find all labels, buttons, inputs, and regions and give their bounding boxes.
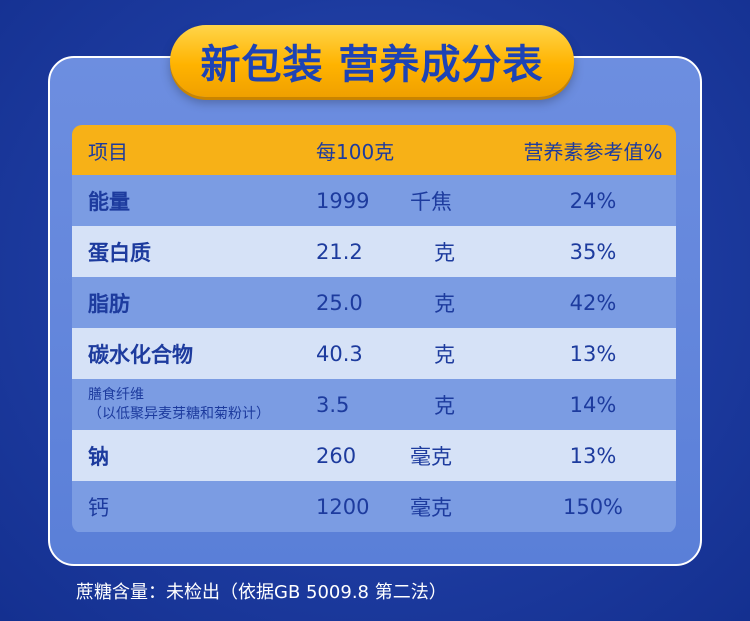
nutrient-value: 1999 <box>316 188 370 213</box>
table-row: 钙 1200 毫克 150% <box>72 481 676 532</box>
nutrient-name: 钠 <box>88 444 109 469</box>
page-title: 新包装 营养成分表 <box>200 42 544 88</box>
nutrient-unit: 克 <box>434 291 455 316</box>
nutrient-nrv: 13% <box>569 341 617 366</box>
nutrient-name: 碳水化合物 <box>88 342 193 367</box>
nutrient-value: 21.2 <box>316 239 363 264</box>
nutrient-nrv: 24% <box>569 188 617 213</box>
nutrient-unit: 克 <box>434 342 455 367</box>
table-header: 项目 每100克 营养素参考值% <box>72 125 676 175</box>
nutrient-value: 1200 <box>316 494 370 519</box>
table-row: 碳水化合物 40.3 克 13% <box>72 328 676 379</box>
nutrient-unit: 克 <box>434 393 455 418</box>
nutrient-name: 脂肪 <box>88 291 130 316</box>
header-item: 项目 <box>88 139 128 164</box>
nutrient-unit: 克 <box>434 240 455 265</box>
nutrient-nrv: 14% <box>569 392 617 417</box>
table-row: 钠 260 毫克 13% <box>72 430 676 481</box>
nutrient-nrv: 35% <box>569 239 617 264</box>
nutrient-value: 25.0 <box>316 290 363 315</box>
nutrition-table: 项目 每100克 营养素参考值% 能量 1999 千焦 24% 蛋白质 21.2… <box>72 125 676 533</box>
table-row: 膳食纤维 （以低聚异麦芽糖和菊粉计） 3.5 克 14% <box>72 379 676 430</box>
nutrient-name-group: 膳食纤维 （以低聚异麦芽糖和菊粉计） <box>72 386 316 424</box>
nutrient-nrv: 150% <box>562 494 624 519</box>
nutrient-value: 40.3 <box>316 341 363 366</box>
nutrient-nrv: 42% <box>569 290 617 315</box>
table-row: 能量 1999 千焦 24% <box>72 175 676 226</box>
nutrient-nrv: 13% <box>569 443 617 468</box>
nutrient-name: 膳食纤维 <box>88 386 144 403</box>
title-banner: 新包装 营养成分表 <box>170 25 574 97</box>
nutrient-unit: 千焦 <box>410 189 452 214</box>
nutrient-name: 能量 <box>88 189 130 214</box>
table-row: 脂肪 25.0 克 42% <box>72 277 676 328</box>
nutrient-name: 蛋白质 <box>88 240 151 265</box>
header-per100: 每100克 <box>316 139 395 164</box>
header-nrv: 营养素参考值% <box>523 139 663 164</box>
nutrient-name: 钙 <box>88 495 109 520</box>
table-row: 蛋白质 21.2 克 35% <box>72 226 676 277</box>
nutrient-value: 260 <box>316 443 357 468</box>
nutrient-unit: 毫克 <box>410 495 452 520</box>
nutrient-name-note: （以低聚异麦芽糖和菊粉计） <box>88 405 270 422</box>
nutrient-unit: 毫克 <box>410 444 452 469</box>
nutrient-value: 3.5 <box>316 392 350 417</box>
footnote: 蔗糖含量：未检出（依据GB 5009.8 第二法） <box>76 582 447 603</box>
